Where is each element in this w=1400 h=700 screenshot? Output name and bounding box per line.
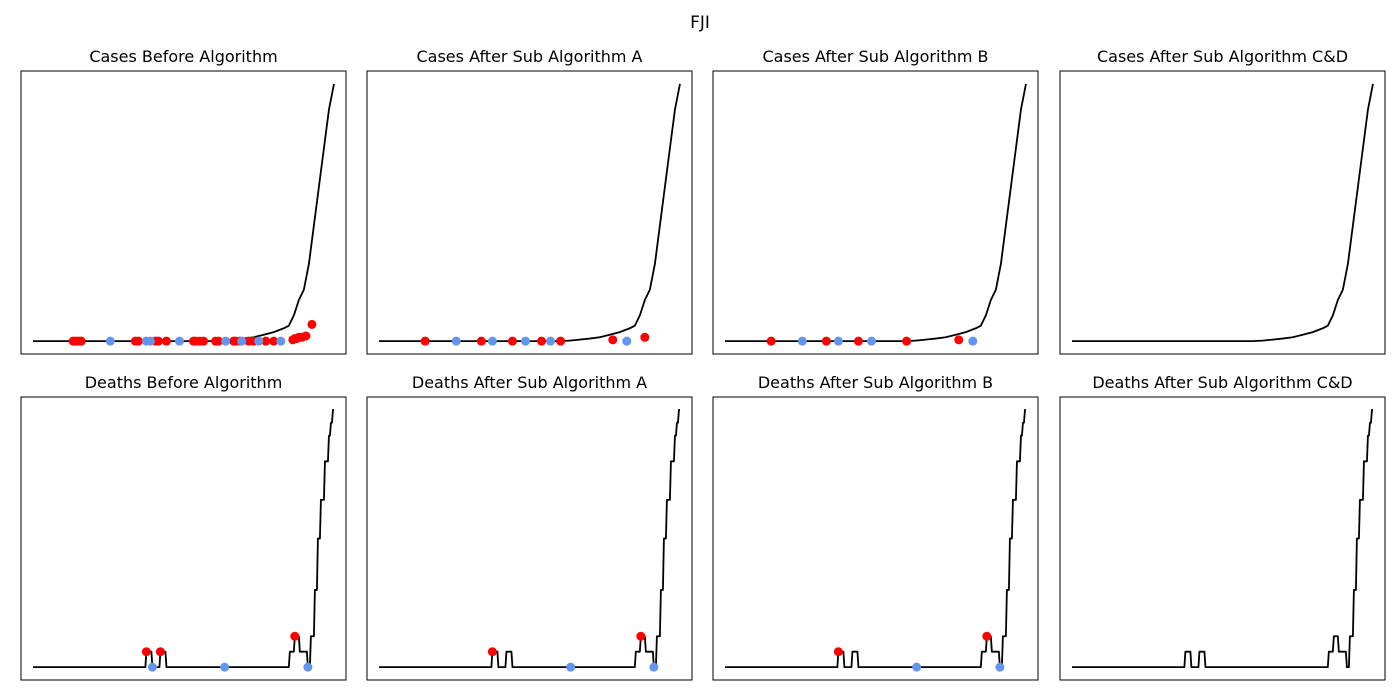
blue-point [220,662,230,672]
red-point [76,336,86,346]
blue-point [147,662,157,672]
chart-title: Cases After Sub Algorithm B [762,47,988,66]
red-point [476,336,486,346]
red-point [290,631,300,641]
plot-frame [366,70,693,355]
plot-frame [1059,70,1386,355]
blue-point [797,336,807,346]
plot-frame [1059,396,1386,681]
chart-title: Deaths After Sub Algorithm C&D [1092,373,1352,392]
blue-point [221,336,231,346]
blue-point [174,336,184,346]
blue-point [237,336,247,346]
chart-title: Deaths After Sub Algorithm B [758,373,993,392]
series-line [1072,408,1373,669]
red-point [261,336,271,346]
blue-point [566,662,576,672]
series-line [1072,83,1374,343]
chart-panel: Deaths After Sub Algorithm C&D [1059,373,1386,681]
blue-point [546,336,556,346]
red-point [269,336,279,346]
chart-panel: Deaths Before Algorithm [20,373,347,681]
red-point [301,331,311,341]
chart-panel: Deaths After Sub Algorithm A [366,373,693,681]
chart-title: Deaths Before Algorithm [85,373,283,392]
blue-point [254,336,264,346]
chart-title: Cases After Sub Algorithm C&D [1097,47,1348,66]
red-point [214,336,224,346]
red-point [608,335,618,345]
blue-point [649,662,659,672]
blue-point [276,336,286,346]
chart-panel: Deaths After Sub Algorithm B [712,373,1039,681]
red-point [507,336,517,346]
plot-frame [712,396,1039,681]
chart-title: Cases After Sub Algorithm A [416,47,642,66]
blue-point [145,336,155,346]
red-point [982,631,992,641]
chart-title: Deaths After Sub Algorithm A [412,373,647,392]
red-point [141,647,151,657]
plot-frame [20,396,347,681]
red-point [155,647,165,657]
chart-panel: Cases After Sub Algorithm B [712,47,1039,355]
figure-suptitle: FJI [690,13,710,33]
red-point [537,336,547,346]
blue-point [866,336,876,346]
red-point [307,319,317,329]
red-point [487,647,497,657]
plot-frame [712,70,1039,355]
red-point [954,335,964,345]
blue-point [520,336,530,346]
blue-point [451,336,461,346]
red-point [420,336,430,346]
blue-point [303,662,313,672]
blue-point [995,662,1005,672]
blue-point [968,336,978,346]
red-point [199,336,209,346]
blue-point [105,336,115,346]
chart-panel: Cases After Sub Algorithm A [366,47,693,355]
red-point [766,336,776,346]
blue-point [833,336,843,346]
blue-point [622,336,632,346]
red-point [636,631,646,641]
chart-panel: Cases Before Algorithm [20,47,347,355]
red-point [153,336,163,346]
plot-frame [20,70,347,355]
red-point [853,336,863,346]
panels: Cases Before Algorithm Cases After Sub Al… [20,47,1386,681]
blue-point [487,336,497,346]
red-point [833,647,843,657]
red-point [133,336,143,346]
blue-point [912,662,922,672]
plot-frame [366,396,693,681]
chart-title: Cases Before Algorithm [89,47,277,66]
red-point [640,332,650,342]
chart-panel: Cases After Sub Algorithm C&D [1059,47,1386,355]
red-point [902,336,912,346]
red-point [161,336,171,346]
red-point [556,336,566,346]
red-point [821,336,831,346]
